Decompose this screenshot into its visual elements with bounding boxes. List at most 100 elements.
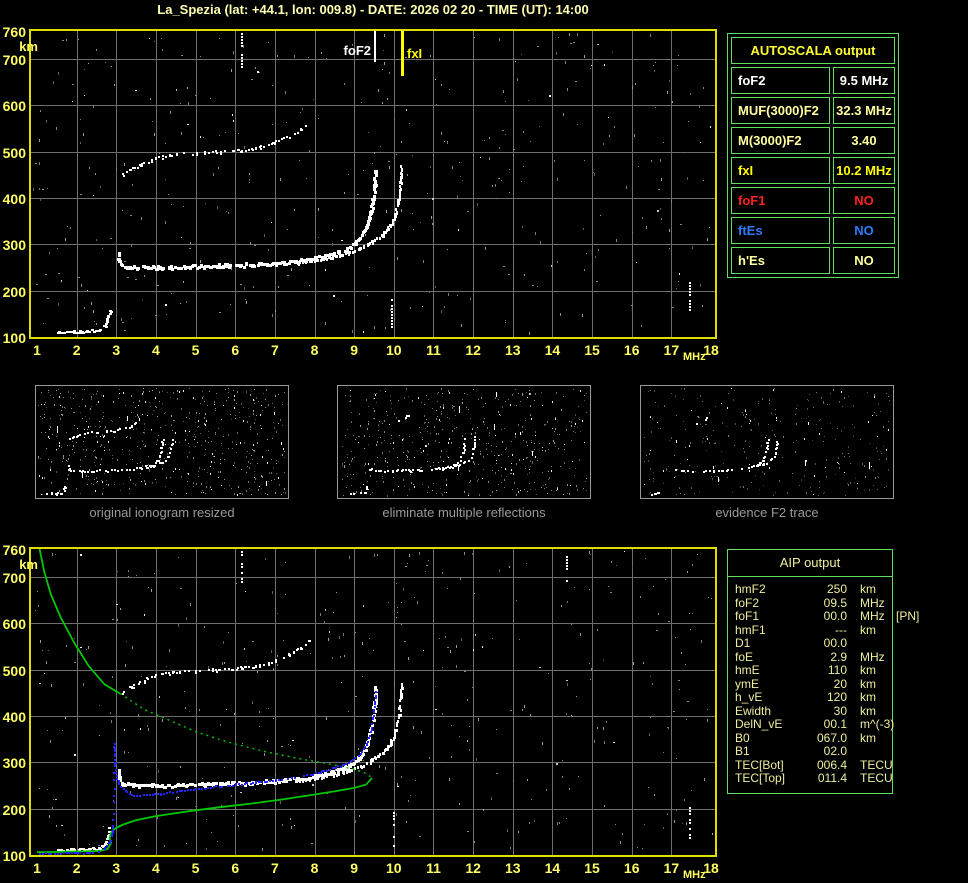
y-tick-label: 100: [2, 848, 26, 864]
fof2-marker-label: foF2: [343, 43, 371, 58]
aip-unit: m^(-3): [860, 717, 895, 731]
x-tick-label: 3: [112, 342, 121, 358]
x-tick-label: 7: [270, 860, 279, 876]
x-tick-label: 10: [386, 342, 402, 358]
y-tick-label: 100: [2, 330, 26, 346]
x-tick-label: 8: [310, 860, 319, 876]
aip-unit: MHz: [860, 609, 885, 623]
autoscala-row-value: 9.5 MHz: [833, 67, 895, 94]
autoscala-row-label: foF1: [731, 187, 830, 214]
autoscala-row-label: fxI: [731, 157, 830, 184]
autoscala-row-label: foF2: [731, 67, 830, 94]
x-tick-label: 7: [270, 342, 279, 358]
x-tick-label: 4: [152, 342, 160, 358]
thumbnail-original-ionogram: [35, 385, 289, 499]
aip-val: 250: [826, 582, 847, 596]
autoscala-row-value: NO: [833, 217, 895, 244]
aip-lbl: h_vE: [735, 690, 763, 704]
aip-lbl: foE: [735, 649, 754, 664]
aip-lbl: Ewidth: [735, 703, 772, 718]
x-tick-label: 11: [426, 860, 441, 876]
aip-val: 110: [827, 663, 847, 677]
x-tick-label: 18: [703, 342, 719, 358]
y-tick-label: 760: [2, 542, 26, 558]
x-tick-label: 2: [72, 342, 81, 358]
autoscala-row-label: ftEs: [731, 217, 830, 244]
ionogram-plot-top: [28, 28, 718, 340]
autoscala-row-label: h'Es: [731, 247, 830, 274]
autoscala-row-value: NO: [833, 187, 895, 214]
y-tick-label: 500: [2, 662, 26, 679]
y-tick-label: 760: [2, 24, 26, 40]
aip-val: 006.4: [816, 757, 847, 772]
aip-val: 2.9: [830, 649, 847, 664]
x-tick-label: 4: [152, 860, 160, 876]
aip-lbl: B0: [735, 730, 750, 745]
y-tick-label: 300: [2, 755, 26, 772]
aip-unit: km: [860, 676, 876, 691]
aip-extra: [PN]: [896, 609, 920, 623]
aip-val: 120: [826, 690, 847, 704]
x-tick-label: 14: [544, 342, 561, 358]
aip-lbl: D1: [735, 636, 751, 650]
x-tick-label: 14: [544, 860, 561, 876]
y-tick-label: 500: [2, 144, 26, 161]
autoscala-row: foF2 9.5 MHz: [731, 67, 895, 94]
x-tick-label: 1: [33, 860, 41, 876]
aip-unit: TECU: [860, 771, 893, 785]
aip-row: TEC[Top] 011.4 TECU: [735, 771, 893, 786]
y-tick-label: 200: [2, 801, 26, 818]
aip-lbl: foF2: [735, 595, 760, 610]
aip-lbl: TEC[Bot]: [735, 757, 784, 772]
aip-rows: hmF2 250 km foF2 09.5 MHz foF1 00.0 MHz [PN] hmF1 -…: [728, 577, 919, 793]
aip-unit: [860, 745, 896, 759]
autoscala-row-value: 3.40: [833, 127, 895, 154]
x-tick-label: 18: [703, 860, 719, 876]
aip-output-table: AIP output hmF2 250 km foF2 09.5 MHz foF1 00.0 M…: [727, 549, 919, 794]
aip-lbl: B1: [735, 744, 750, 758]
y-tick-label: 400: [2, 190, 26, 207]
thumbnail-canvas-original: [36, 386, 288, 498]
aip-val: 30: [833, 703, 847, 718]
autoscala-row-value: 32.3 MHz: [833, 97, 895, 124]
aip-lbl: TEC[Top]: [735, 771, 786, 785]
x-tick-label: 15: [584, 860, 600, 876]
x-tick-label: 12: [465, 860, 481, 876]
aip-val: 09.5: [823, 595, 847, 610]
autoscala-row-value: 10.2 MHz: [833, 157, 895, 184]
x-tick-label: 5: [191, 342, 200, 358]
x-tick-label: 1: [33, 342, 41, 358]
ionogram-plot-bottom: [28, 546, 718, 858]
aip-unit: [860, 637, 896, 651]
aip-row: ymE 20 km: [735, 677, 892, 692]
autoscala-row: M(3000)F2 3.40: [731, 127, 895, 154]
thumbnail-caption-original: original ionogram resized: [89, 505, 235, 520]
fxi-marker-label: fxI: [407, 46, 423, 61]
autoscala-row: fxI 10.2 MHz: [731, 157, 895, 184]
aip-lbl: foF1: [735, 609, 760, 623]
aip-lbl: hmF1: [735, 622, 766, 637]
thumbnail-caption-eliminate: eliminate multiple reflections: [382, 505, 546, 520]
x-tick-label: 10: [386, 860, 402, 876]
aip-lbl: hmE: [735, 663, 760, 677]
aip-row: foE 2.9 MHz: [735, 649, 892, 665]
aip-row: hmF1 --- km: [735, 622, 892, 638]
x-tick-label: 3: [112, 860, 121, 876]
aip-row: Ewidth 30 km: [735, 703, 892, 719]
y-axis-unit-label: km: [19, 39, 38, 54]
x-tick-label: 5: [191, 860, 200, 876]
x-tick-label: 13: [504, 342, 521, 358]
aip-row: hmF2 250 km: [735, 582, 892, 597]
x-tick-label: 6: [231, 342, 240, 358]
aip-row: foF2 09.5 MHz: [735, 595, 892, 611]
y-tick-label: 700: [2, 569, 26, 586]
x-tick-label: 15: [584, 342, 600, 358]
aip-val: 00.0: [823, 609, 847, 623]
x-tick-label: 16: [623, 342, 640, 358]
aip-row: foF1 00.0 MHz [PN]: [735, 609, 919, 624]
y-axis-unit-label-bottom: km: [19, 557, 38, 572]
aip-val: ---: [835, 622, 847, 637]
aip-row: B0 067.0 km: [735, 730, 892, 746]
aip-val: 02.0: [823, 744, 847, 758]
aip-row: h_vE 120 km: [735, 690, 892, 705]
